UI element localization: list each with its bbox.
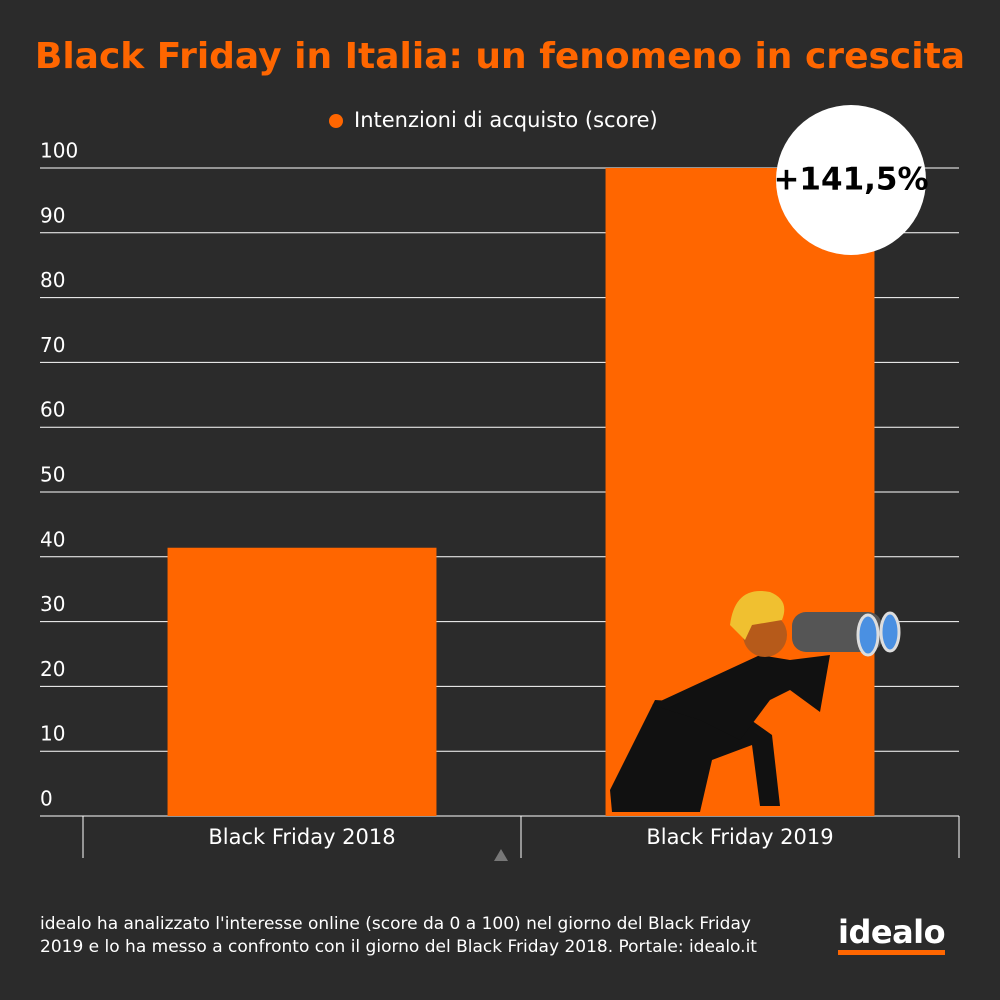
y-tick-label: 100 [40, 139, 78, 163]
y-tick-label: 90 [40, 203, 65, 227]
y-tick-label: 70 [40, 333, 65, 357]
chart-title: Black Friday in Italia: un fenomeno in c… [35, 36, 965, 77]
footnote: idealo ha analizzato l'interesse online … [40, 914, 757, 957]
figure-body [652, 655, 830, 740]
legend-swatch [329, 114, 343, 128]
x-tick-label: Black Friday 2019 [646, 825, 833, 849]
y-tick-label: 20 [40, 657, 65, 681]
y-tick-label: 80 [40, 268, 65, 292]
lens [856, 613, 880, 657]
illustration [610, 590, 901, 812]
lens [879, 611, 901, 653]
y-tick-label: 60 [40, 398, 65, 422]
y-tick-label: 50 [40, 463, 65, 487]
y-tick-label: 40 [40, 527, 65, 551]
logo: idealo [838, 914, 946, 955]
x-tick-label: Black Friday 2018 [208, 825, 395, 849]
scroll-marker [494, 849, 508, 861]
annotation-bubble [776, 105, 926, 255]
y-tick-label: 30 [40, 592, 65, 616]
y-tick-label: 0 [40, 787, 53, 811]
annotation: +141,5% [773, 162, 928, 198]
bar [167, 547, 437, 816]
legend-label: Intenzioni di acquisto (score) [354, 108, 658, 132]
figure-hair [730, 590, 785, 640]
y-tick-label: 10 [40, 722, 65, 746]
